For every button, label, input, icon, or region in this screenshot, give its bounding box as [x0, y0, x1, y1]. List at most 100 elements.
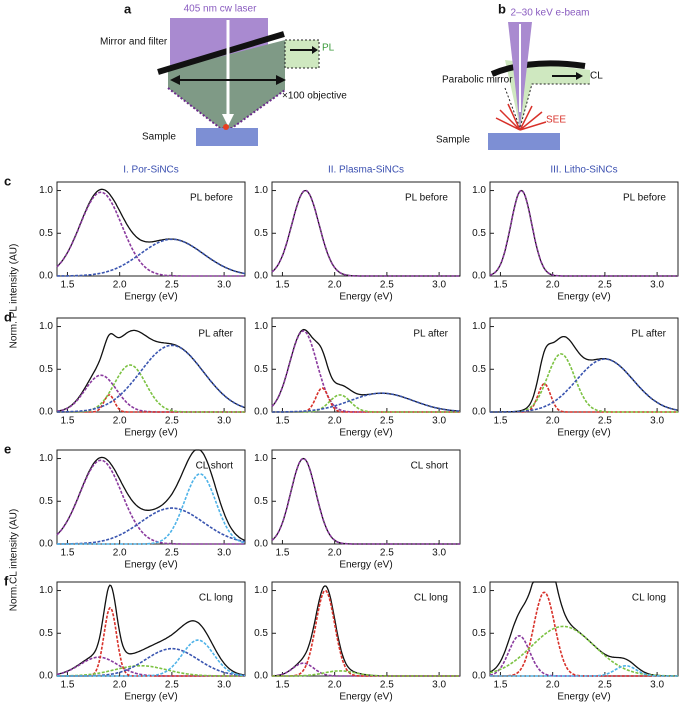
gaussian-component [56, 238, 246, 277]
y-tick-label: 0.5 [472, 228, 486, 239]
sample-label: Sample [142, 132, 176, 143]
x-tick-label: 3.0 [217, 680, 231, 691]
cl-label: CL [590, 71, 603, 82]
gaussian-component [57, 639, 246, 677]
arrowhead [222, 114, 234, 126]
x-axis-label: Energy (eV) [124, 292, 177, 303]
panel-letter: a [124, 1, 132, 16]
y-tick-label: 0.5 [254, 364, 268, 375]
sample [488, 133, 560, 150]
panel-title: PL before [623, 193, 666, 204]
laser-label: 405 nm cw laser [184, 4, 257, 15]
x-tick-label: 2.0 [328, 680, 342, 691]
x-axis-label: Energy (eV) [124, 692, 177, 703]
y-tick-label: 0.5 [472, 628, 486, 639]
sample-label: Sample [436, 135, 470, 146]
x-tick-label: 1.5 [60, 416, 74, 427]
arrowhead [170, 75, 180, 85]
x-tick-label: 2.5 [380, 280, 394, 291]
gaussian-component [56, 459, 245, 545]
plot-frame [56, 449, 246, 545]
x-axis-label: Energy (eV) [339, 692, 392, 703]
y-tick-label: 1.0 [39, 585, 53, 596]
x-tick-label: 3.0 [217, 280, 231, 291]
x-tick-label: 3.0 [432, 680, 446, 691]
y-tick-label: 0.0 [39, 671, 53, 682]
objective-label: ×100 objective [282, 91, 347, 102]
panel-title: CL short [196, 461, 234, 472]
x-tick-label: 2.0 [328, 548, 342, 559]
y-tick-label: 1.0 [254, 185, 268, 196]
y-tick-label: 0.5 [472, 364, 486, 375]
fit-sum [489, 581, 678, 677]
beam-label: 2–30 keV e-beam [511, 8, 590, 19]
x-tick-label: 1.5 [60, 680, 74, 691]
x-tick-label: 2.5 [598, 416, 612, 427]
x-tick-label: 2.5 [380, 548, 394, 559]
y-tick-label: 1.0 [39, 453, 53, 464]
x-tick-label: 2.5 [380, 416, 394, 427]
y-tick-label: 0.0 [472, 671, 486, 682]
x-axis-label: Energy (eV) [557, 692, 610, 703]
panel-title: PL after [631, 329, 666, 340]
row-letter: f [4, 573, 9, 588]
arrowhead [276, 75, 286, 85]
y-tick-label: 0.0 [39, 271, 53, 282]
cone-edge [167, 87, 286, 129]
y-tick-label: 0.5 [39, 228, 53, 239]
arrowhead [312, 46, 318, 54]
x-tick-label: 2.0 [546, 416, 560, 427]
gaussian-component [272, 394, 460, 413]
column-title: III. Litho-SiNCs [550, 165, 617, 176]
x-tick-label: 2.5 [165, 280, 179, 291]
gaussian-component [490, 591, 678, 677]
x-tick-label: 3.0 [432, 548, 446, 559]
y-tick-label: 0.0 [254, 671, 268, 682]
gaussian-component [272, 392, 461, 413]
y-tick-label: 0.0 [39, 407, 53, 418]
mirror-label: Mirror and filter [100, 37, 168, 48]
x-tick-label: 1.5 [275, 548, 289, 559]
parabolic-mirror [490, 60, 586, 77]
y-tick-label: 0.5 [39, 496, 53, 507]
panel-title: PL after [413, 329, 448, 340]
gaussian-component [57, 664, 245, 677]
fit-sum [490, 335, 679, 413]
y-axis-label: Norm. PL intensity (AU) [9, 244, 20, 349]
row-letter: d [4, 309, 12, 324]
x-tick-label: 2.5 [165, 548, 179, 559]
x-tick-label: 3.0 [217, 416, 231, 427]
pl-box [284, 39, 320, 69]
gaussian-component [490, 353, 678, 413]
x-tick-label: 2.0 [328, 280, 342, 291]
x-axis-label: Energy (eV) [557, 292, 610, 303]
x-tick-label: 3.0 [432, 280, 446, 291]
y-tick-label: 1.0 [254, 585, 268, 596]
gaussian-component [272, 387, 460, 413]
plot-frame [56, 181, 246, 277]
y-tick-label: 0.0 [39, 539, 53, 550]
spot [223, 124, 229, 130]
y-tick-label: 1.0 [254, 453, 268, 464]
x-tick-label: 1.5 [493, 416, 507, 427]
gaussian-component [57, 344, 246, 413]
gaussian-component [489, 625, 678, 677]
y-tick-label: 0.5 [254, 496, 268, 507]
arrowhead [576, 72, 583, 80]
gaussian-component [271, 330, 460, 413]
y-tick-label: 1.0 [39, 321, 53, 332]
column-title: I. Por-SiNCs [123, 165, 179, 176]
row-letter: c [4, 173, 11, 188]
panel-title: CL long [414, 593, 448, 604]
x-axis-label: Energy (eV) [339, 428, 392, 439]
gaussian-component [57, 647, 246, 677]
x-tick-label: 1.5 [493, 680, 507, 691]
panel-title: CL short [411, 461, 449, 472]
x-tick-label: 1.5 [493, 280, 507, 291]
y-tick-label: 1.0 [254, 321, 268, 332]
y-tick-label: 1.0 [39, 185, 53, 196]
gaussian-component [489, 634, 678, 677]
gaussian-component [272, 589, 460, 677]
x-tick-label: 3.0 [650, 280, 664, 291]
